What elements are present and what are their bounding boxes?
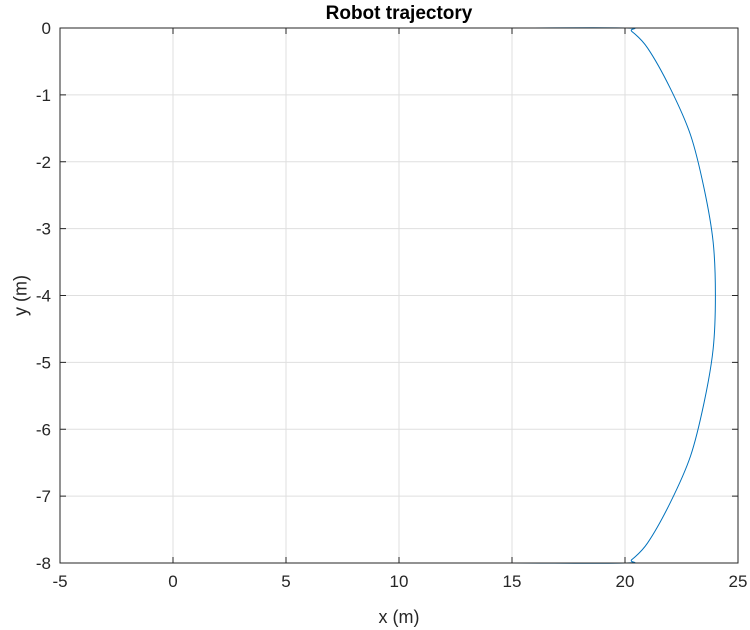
y-tick-label: 0 [42, 19, 51, 38]
x-tick-label: -5 [52, 572, 67, 591]
x-axis-label: x (m) [379, 607, 420, 627]
chart-title: Robot trajectory [326, 3, 473, 24]
x-tick-label: 5 [281, 572, 290, 591]
y-tick-label: -7 [36, 487, 51, 506]
y-tick-label: -5 [36, 353, 51, 372]
y-tick-label: -4 [36, 287, 51, 306]
x-tick-label: 10 [390, 572, 409, 591]
y-tick-label: -2 [36, 153, 51, 172]
y-tick-label: -3 [36, 220, 51, 239]
x-tick-label: 15 [503, 572, 522, 591]
x-tick-label: 25 [729, 572, 748, 591]
ticks: -5 0 5 10 15 20 25 0 -1 -2 -3 -4 -5 -6 -7 -8 [36, 19, 748, 591]
y-axis-label: y (m) [10, 275, 30, 316]
y-tick-label: -8 [36, 554, 51, 573]
y-tick-label: -1 [36, 86, 51, 105]
x-tick-label: 20 [616, 572, 635, 591]
x-tick-label: 0 [168, 572, 177, 591]
y-tick-label: -6 [36, 420, 51, 439]
